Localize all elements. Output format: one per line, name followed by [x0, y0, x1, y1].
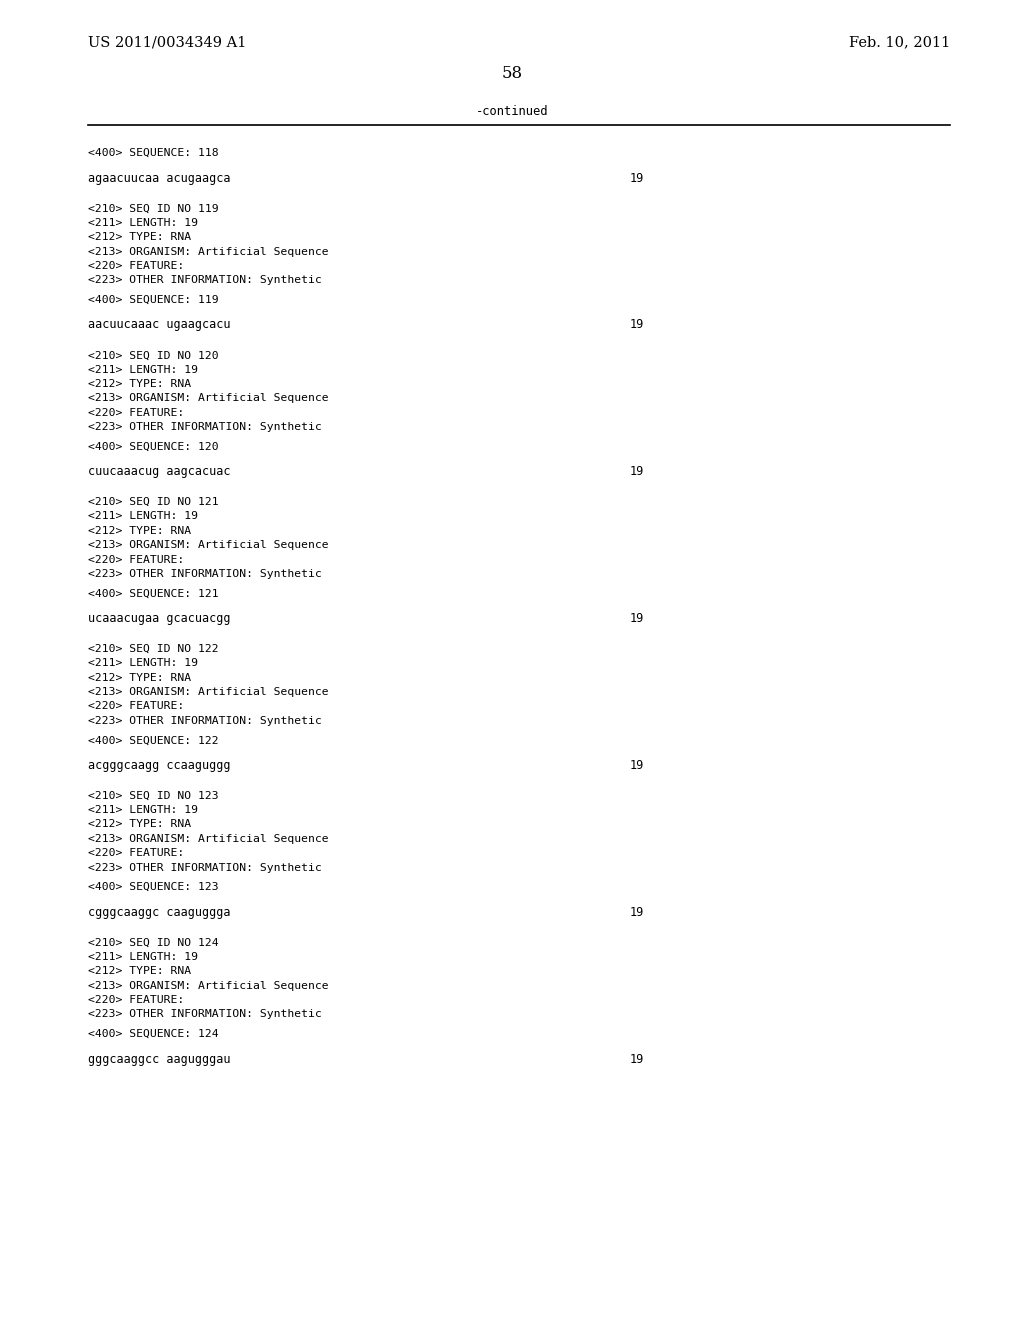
Text: <210> SEQ ID NO 120: <210> SEQ ID NO 120 — [88, 350, 219, 360]
Text: <213> ORGANISM: Artificial Sequence: <213> ORGANISM: Artificial Sequence — [88, 981, 329, 990]
Text: <213> ORGANISM: Artificial Sequence: <213> ORGANISM: Artificial Sequence — [88, 393, 329, 404]
Text: <212> TYPE: RNA: <212> TYPE: RNA — [88, 525, 191, 536]
Text: <211> LENGTH: 19: <211> LENGTH: 19 — [88, 511, 198, 521]
Text: <400> SEQUENCE: 121: <400> SEQUENCE: 121 — [88, 589, 219, 598]
Text: <220> FEATURE:: <220> FEATURE: — [88, 408, 184, 417]
Text: 19: 19 — [630, 466, 644, 478]
Text: <220> FEATURE:: <220> FEATURE: — [88, 554, 184, 565]
Text: gggcaaggcc aagugggau: gggcaaggcc aagugggau — [88, 1052, 230, 1065]
Text: <213> ORGANISM: Artificial Sequence: <213> ORGANISM: Artificial Sequence — [88, 247, 329, 256]
Text: <400> SEQUENCE: 118: <400> SEQUENCE: 118 — [88, 148, 219, 158]
Text: <400> SEQUENCE: 122: <400> SEQUENCE: 122 — [88, 735, 219, 746]
Text: <212> TYPE: RNA: <212> TYPE: RNA — [88, 232, 191, 242]
Text: <213> ORGANISM: Artificial Sequence: <213> ORGANISM: Artificial Sequence — [88, 686, 329, 697]
Text: <400> SEQUENCE: 119: <400> SEQUENCE: 119 — [88, 294, 219, 305]
Text: <400> SEQUENCE: 120: <400> SEQUENCE: 120 — [88, 442, 219, 451]
Text: <213> ORGANISM: Artificial Sequence: <213> ORGANISM: Artificial Sequence — [88, 540, 329, 550]
Text: 19: 19 — [630, 172, 644, 185]
Text: 58: 58 — [502, 65, 522, 82]
Text: <210> SEQ ID NO 121: <210> SEQ ID NO 121 — [88, 498, 219, 507]
Text: <213> ORGANISM: Artificial Sequence: <213> ORGANISM: Artificial Sequence — [88, 834, 329, 843]
Text: -continued: -continued — [476, 106, 548, 117]
Text: 19: 19 — [630, 1052, 644, 1065]
Text: 19: 19 — [630, 318, 644, 331]
Text: 19: 19 — [630, 612, 644, 626]
Text: <211> LENGTH: 19: <211> LENGTH: 19 — [88, 364, 198, 375]
Text: 19: 19 — [630, 759, 644, 772]
Text: <220> FEATURE:: <220> FEATURE: — [88, 261, 184, 271]
Text: <210> SEQ ID NO 122: <210> SEQ ID NO 122 — [88, 644, 219, 653]
Text: <212> TYPE: RNA: <212> TYPE: RNA — [88, 673, 191, 682]
Text: <220> FEATURE:: <220> FEATURE: — [88, 701, 184, 711]
Text: <210> SEQ ID NO 124: <210> SEQ ID NO 124 — [88, 937, 219, 948]
Text: <223> OTHER INFORMATION: Synthetic: <223> OTHER INFORMATION: Synthetic — [88, 422, 322, 432]
Text: <223> OTHER INFORMATION: Synthetic: <223> OTHER INFORMATION: Synthetic — [88, 862, 322, 873]
Text: <400> SEQUENCE: 124: <400> SEQUENCE: 124 — [88, 1028, 219, 1039]
Text: aacuucaaac ugaagcacu: aacuucaaac ugaagcacu — [88, 318, 230, 331]
Text: US 2011/0034349 A1: US 2011/0034349 A1 — [88, 36, 247, 49]
Text: <220> FEATURE:: <220> FEATURE: — [88, 995, 184, 1005]
Text: <211> LENGTH: 19: <211> LENGTH: 19 — [88, 218, 198, 228]
Text: <220> FEATURE:: <220> FEATURE: — [88, 849, 184, 858]
Text: <210> SEQ ID NO 123: <210> SEQ ID NO 123 — [88, 791, 219, 801]
Text: agaacuucaa acugaagca: agaacuucaa acugaagca — [88, 172, 230, 185]
Text: <223> OTHER INFORMATION: Synthetic: <223> OTHER INFORMATION: Synthetic — [88, 569, 322, 579]
Text: 19: 19 — [630, 906, 644, 919]
Text: acgggcaagg ccaaguggg: acgggcaagg ccaaguggg — [88, 759, 230, 772]
Text: <211> LENGTH: 19: <211> LENGTH: 19 — [88, 659, 198, 668]
Text: <223> OTHER INFORMATION: Synthetic: <223> OTHER INFORMATION: Synthetic — [88, 276, 322, 285]
Text: cuucaaacug aagcacuac: cuucaaacug aagcacuac — [88, 466, 230, 478]
Text: <400> SEQUENCE: 123: <400> SEQUENCE: 123 — [88, 882, 219, 892]
Text: cgggcaaggc caagugggа: cgggcaaggc caagugggа — [88, 906, 230, 919]
Text: <210> SEQ ID NO 119: <210> SEQ ID NO 119 — [88, 203, 219, 214]
Text: <211> LENGTH: 19: <211> LENGTH: 19 — [88, 805, 198, 816]
Text: ucaaacugaa gcacuacgg: ucaaacugaa gcacuacgg — [88, 612, 230, 626]
Text: <223> OTHER INFORMATION: Synthetic: <223> OTHER INFORMATION: Synthetic — [88, 1010, 322, 1019]
Text: Feb. 10, 2011: Feb. 10, 2011 — [849, 36, 950, 49]
Text: <212> TYPE: RNA: <212> TYPE: RNA — [88, 966, 191, 977]
Text: <212> TYPE: RNA: <212> TYPE: RNA — [88, 379, 191, 389]
Text: <211> LENGTH: 19: <211> LENGTH: 19 — [88, 952, 198, 962]
Text: <212> TYPE: RNA: <212> TYPE: RNA — [88, 820, 191, 829]
Text: <223> OTHER INFORMATION: Synthetic: <223> OTHER INFORMATION: Synthetic — [88, 715, 322, 726]
